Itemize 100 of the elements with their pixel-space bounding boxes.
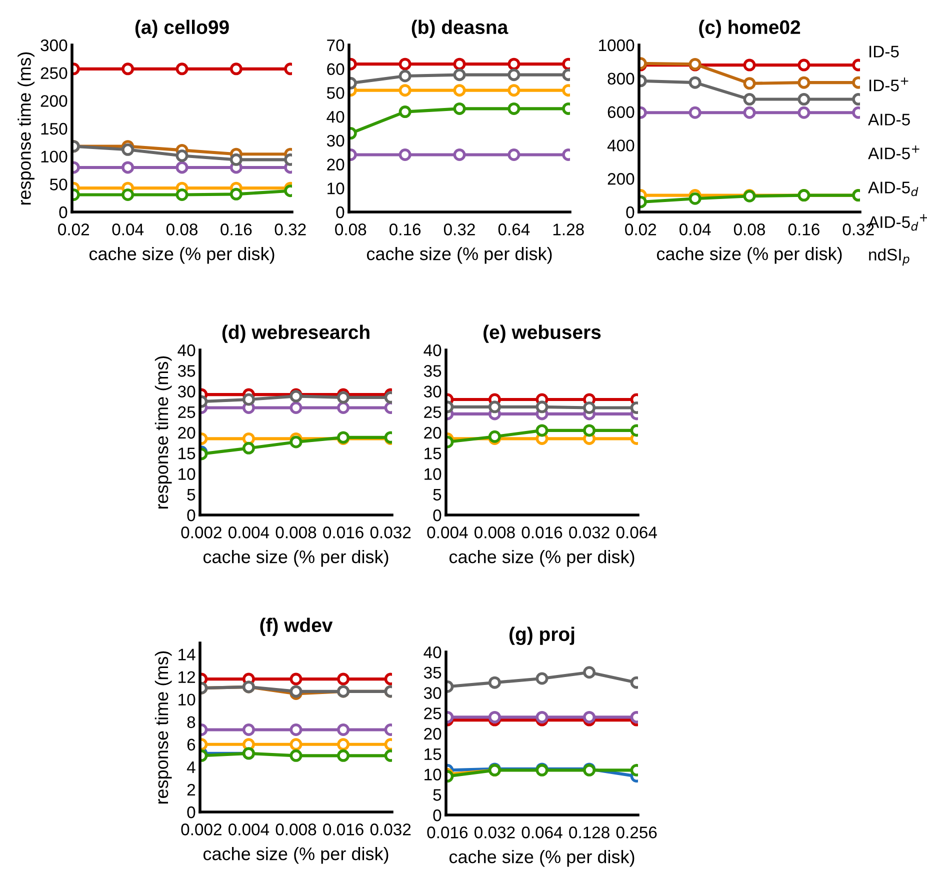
x-tick-label: 0.008 [276,526,316,538]
chart-title: (e) webusers [484,324,601,343]
text: AID-5 [868,114,910,126]
x-tick-label: 0.002 [181,526,222,538]
chart-title: (c) home02 [699,20,800,38]
x-tick-label: 0.16 [390,224,421,236]
y-tick-label: 10 [424,468,442,480]
x-tick-label: 0.128 [569,826,610,838]
x-tick-label: 0.002 [181,824,222,836]
y-tick-label: 25 [424,708,442,720]
y-tick-label: 70 [327,39,344,52]
x-tick-label: 0.02 [58,224,90,236]
y-tick-label: 5 [433,789,442,801]
chart-title: (d) webresearch [222,324,370,343]
x-axis-title: cache size (% per disk) [203,846,388,864]
x-tick-label: 0.04 [680,224,711,236]
y-tick-label: 1000 [599,39,634,52]
y-tick-label: 0 [187,806,196,818]
x-tick-label: 0.008 [276,824,316,836]
x-tick-label: 0.016 [323,526,364,538]
x-tick-label: 0.04 [112,224,144,236]
x-tick-label: 0.016 [427,826,468,838]
y-axis-title: response time (ms) [18,52,34,205]
y-tick-label: 20 [424,728,442,740]
y-tick-label: 14 [178,648,196,660]
y-tick-label: 30 [178,386,196,398]
y-tick-label: 10 [178,468,196,480]
x-axis-title: cache size (% per disk) [656,246,842,264]
text: AID-5$^{+}$ [868,145,920,160]
y-axis-title: response time (ms) [154,651,172,804]
y-tick-label: 15 [424,748,442,760]
y-tick-label: 35 [424,666,442,679]
y-tick-label: 600 [608,106,634,118]
y-tick-label: 250 [40,67,68,80]
y-tick-label: 0 [433,509,442,522]
y-tick-label: 0 [187,509,196,522]
x-tick-label: 0.64 [498,224,530,236]
text: AID-5$_{d}$ [868,182,918,196]
y-tick-label: 0 [336,206,344,218]
y-tick-label: 4 [186,762,196,773]
x-tick-label: 0.08 [166,224,198,236]
y-tick-label: 20 [424,426,442,439]
y-tick-label: 30 [424,687,442,699]
x-tick-label: 0.032 [370,824,411,836]
y-tick-label: 15 [424,448,442,460]
y-tick-label: 25 [178,406,196,418]
y-tick-label: 10 [424,768,442,780]
y-tick-label: 50 [50,178,68,190]
x-tick-label: 0.16 [788,224,820,236]
x-tick-label: 0.032 [474,826,515,838]
x-tick-label: 0.004 [427,526,468,538]
y-tick-label: 0 [59,206,68,218]
x-axis-title: cache size (% per disk) [366,246,552,264]
x-axis-title: cache size (% per disk) [89,246,274,264]
y-tick-label: 10 [178,694,196,706]
y-tick-label: 35 [424,365,442,377]
text: ndSI$_{p}$ [869,248,910,266]
y-tick-label: 40 [326,110,344,123]
x-tick-label: 0.064 [616,526,657,538]
y-tick-label: 5 [187,488,196,501]
x-tick-label: 0.256 [616,826,657,838]
chart-title: (g) proj [509,626,574,646]
x-tick-label: 0.004 [228,526,270,538]
y-tick-label: 30 [424,386,442,398]
y-tick-label: 20 [178,426,196,439]
x-tick-label: 0.016 [522,526,562,538]
chart-title: (f) wdev [260,618,333,636]
x-axis-title: cache size (% per disk) [203,550,388,567]
y-tick-label: 35 [178,365,196,377]
y-tick-label: 400 [607,140,634,152]
x-tick-label: 0.032 [370,526,411,538]
x-tick-label: 0.064 [522,826,562,838]
text: ID-5$^{+}$ [870,77,908,92]
x-tick-label: 1.28 [553,224,584,236]
y-tick-label: 200 [40,95,68,107]
x-tick-label: 0.008 [474,526,515,538]
x-tick-label: 0.32 [444,224,475,236]
y-tick-label: 2 [187,784,195,796]
x-axis-title: cache size (% per disk) [449,550,634,567]
y-tick-label: 40 [424,344,442,356]
y-tick-label: 50 [326,87,344,99]
y-tick-label: 800 [608,72,634,85]
y-tick-label: 40 [178,344,196,356]
y-tick-label: 0 [433,809,442,822]
x-tick-label: 0.032 [569,526,610,538]
y-tick-label: 5 [433,488,442,501]
y-tick-label: 300 [40,39,68,52]
x-tick-label: 0.32 [274,224,306,236]
y-tick-label: 10 [328,182,344,194]
y-tick-label: 150 [41,122,68,135]
y-tick-label: 100 [41,150,68,163]
x-tick-label: 0.016 [323,824,364,836]
x-axis-title: cache size (% per disk) [449,850,634,867]
y-axis-title: response time (ms) [154,356,172,509]
chart-title: (b) deasna [412,20,508,38]
y-tick-label: 40 [424,646,442,658]
y-tick-label: 8 [187,716,196,728]
x-tick-label: 0.004 [228,824,270,836]
x-tick-label: 0.02 [625,224,656,236]
y-tick-label: 30 [326,134,344,147]
